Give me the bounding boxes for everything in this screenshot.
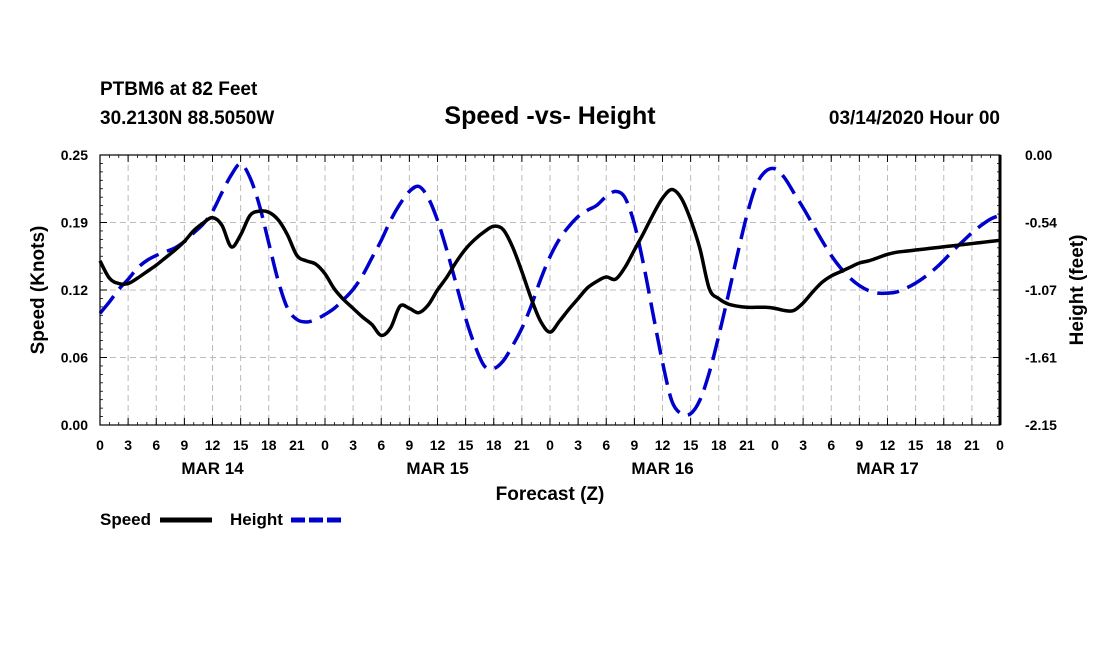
x-tick-label: 3 xyxy=(124,437,132,453)
chart-title: Speed -vs- Height xyxy=(444,102,656,130)
day-label: MAR 17 xyxy=(856,459,918,478)
x-tick-label: 0 xyxy=(996,437,1004,453)
day-label: MAR 15 xyxy=(406,459,468,478)
x-tick-label: 3 xyxy=(574,437,582,453)
legend: Speed Height xyxy=(100,510,343,529)
y-axis-label: Speed (Knots) xyxy=(28,226,49,355)
datetime-label: 03/14/2020 Hour 00 xyxy=(829,108,1000,129)
x-tick-label: 9 xyxy=(405,437,413,453)
x-tick-label: 12 xyxy=(655,437,671,453)
day-label: MAR 14 xyxy=(181,459,244,478)
x-tick-label: 9 xyxy=(855,437,863,453)
x-tick-label: 6 xyxy=(377,437,385,453)
axis-ticks xyxy=(99,154,1001,426)
y2-tick-label: -0.54 xyxy=(1025,215,1057,231)
x-tick-label: 0 xyxy=(321,437,329,453)
station-label: PTBM6 at 82 Feet xyxy=(100,79,258,100)
x-tick-label: 15 xyxy=(458,437,474,453)
x-tick-label: 6 xyxy=(152,437,160,453)
x-tick-label: 21 xyxy=(289,437,305,453)
y2-tick-label: -2.15 xyxy=(1025,417,1057,433)
x-tick-label: 12 xyxy=(205,437,221,453)
x-tick-label: 18 xyxy=(936,437,952,453)
y-tick-label: 0.06 xyxy=(61,350,88,366)
x-tick-label: 6 xyxy=(827,437,835,453)
x-tick-label: 12 xyxy=(430,437,446,453)
coords-label: 30.2130N 88.5050W xyxy=(100,108,274,129)
x-tick-label: 21 xyxy=(739,437,755,453)
grid-lines xyxy=(100,155,1000,425)
x-tick-label: 15 xyxy=(908,437,924,453)
x-tick-label: 21 xyxy=(964,437,980,453)
x-tick-label: 9 xyxy=(180,437,188,453)
day-label: MAR 16 xyxy=(631,459,693,478)
x-tick-label: 0 xyxy=(546,437,554,453)
y2-tick-label: -1.07 xyxy=(1025,282,1057,298)
x-tick-label: 3 xyxy=(349,437,357,453)
x-tick-label: 15 xyxy=(683,437,699,453)
legend-height-label: Height xyxy=(230,510,283,529)
x-tick-label: 0 xyxy=(771,437,779,453)
x-axis-label: Forecast (Z) xyxy=(496,484,605,505)
x-tick-label: 12 xyxy=(880,437,896,453)
height-series-line xyxy=(98,162,1001,418)
x-tick-label: 18 xyxy=(486,437,502,453)
y-tick-label: 0.19 xyxy=(61,215,88,231)
speed-series-line xyxy=(98,187,1001,338)
legend-speed-label: Speed xyxy=(100,510,151,529)
x-tick-label: 0 xyxy=(96,437,104,453)
x-tick-label: 18 xyxy=(261,437,277,453)
x-tick-label: 9 xyxy=(630,437,638,453)
series-layer xyxy=(98,162,1001,418)
y-tick-label: 0.25 xyxy=(61,147,88,163)
x-tick-label: 6 xyxy=(602,437,610,453)
x-tick-label: 21 xyxy=(514,437,530,453)
x-tick-label: 3 xyxy=(799,437,807,453)
y2-axis-label: Height (feet) xyxy=(1067,235,1088,346)
y-tick-label: 0.12 xyxy=(61,282,88,298)
tick-labels: 0 3 6 9 12 15 18 21 0 3 6 9 12 15 18 21 0 3 6 9 12 15 18 21 0 3 6 9… xyxy=(61,147,1057,478)
y2-tick-label: 0.00 xyxy=(1025,147,1052,163)
y-tick-label: 0.00 xyxy=(61,417,88,433)
x-tick-label: 15 xyxy=(233,437,249,453)
y2-tick-label: -1.61 xyxy=(1025,350,1057,366)
x-tick-label: 18 xyxy=(711,437,727,453)
